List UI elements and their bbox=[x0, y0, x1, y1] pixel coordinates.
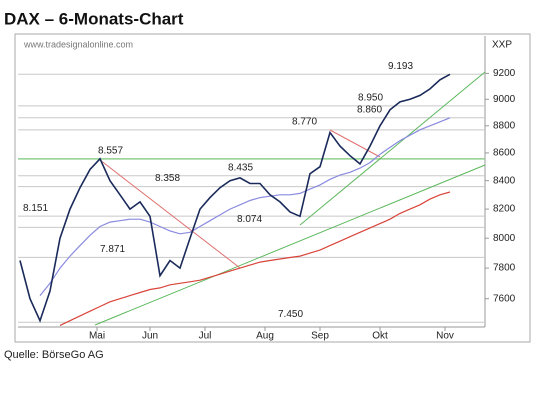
y-tick-label: 8400 bbox=[493, 175, 516, 186]
level-label: 8.770 bbox=[292, 116, 317, 127]
y-tick-label: 8600 bbox=[493, 148, 516, 159]
watermark: www.tradesignalonline.com bbox=[23, 39, 133, 49]
y-axis-label: XXP bbox=[492, 40, 512, 51]
y-tick-label: 7600 bbox=[493, 293, 516, 304]
x-tick-label: Jul bbox=[199, 331, 212, 342]
chart-title: DAX – 6-Monats-Chart bbox=[4, 9, 184, 28]
moving-average bbox=[39, 117, 451, 296]
trendline bbox=[99, 159, 241, 269]
price-line bbox=[19, 73, 451, 323]
x-tick-label: Okt bbox=[372, 331, 388, 342]
source: Quelle: BörseGo AG bbox=[4, 349, 104, 361]
y-tick-label: 8800 bbox=[493, 120, 516, 131]
level-label: 8.557 bbox=[98, 145, 123, 156]
level-label: 8.950 bbox=[358, 93, 383, 104]
y-tick-label: 8000 bbox=[493, 233, 516, 244]
level-label: 7.450 bbox=[278, 309, 303, 320]
level-label: 8.151 bbox=[23, 203, 48, 214]
level-label: 9.193 bbox=[388, 61, 413, 72]
y-tick-label: 9000 bbox=[493, 94, 516, 105]
x-tick-label: Jun bbox=[142, 331, 158, 342]
moving-average bbox=[59, 191, 451, 326]
y-tick-label: 8200 bbox=[493, 204, 516, 215]
trendline bbox=[299, 71, 486, 226]
x-tick-label: Aug bbox=[256, 331, 274, 342]
x-tick-label: Mai bbox=[89, 331, 105, 342]
trendline bbox=[329, 129, 381, 158]
level-label: 8.358 bbox=[155, 173, 180, 184]
level-label: 8.074 bbox=[237, 214, 262, 225]
level-label: 8.435 bbox=[228, 162, 253, 173]
x-tick-label: Sep bbox=[311, 331, 329, 342]
y-tick-label: 9200 bbox=[493, 68, 516, 79]
x-tick-label: Nov bbox=[436, 331, 454, 342]
y-tick-label: 7800 bbox=[493, 263, 516, 274]
chart-frame bbox=[14, 33, 531, 343]
trendline bbox=[94, 164, 486, 326]
level-label: 8.860 bbox=[357, 104, 382, 115]
level-label: 7.871 bbox=[100, 244, 125, 255]
